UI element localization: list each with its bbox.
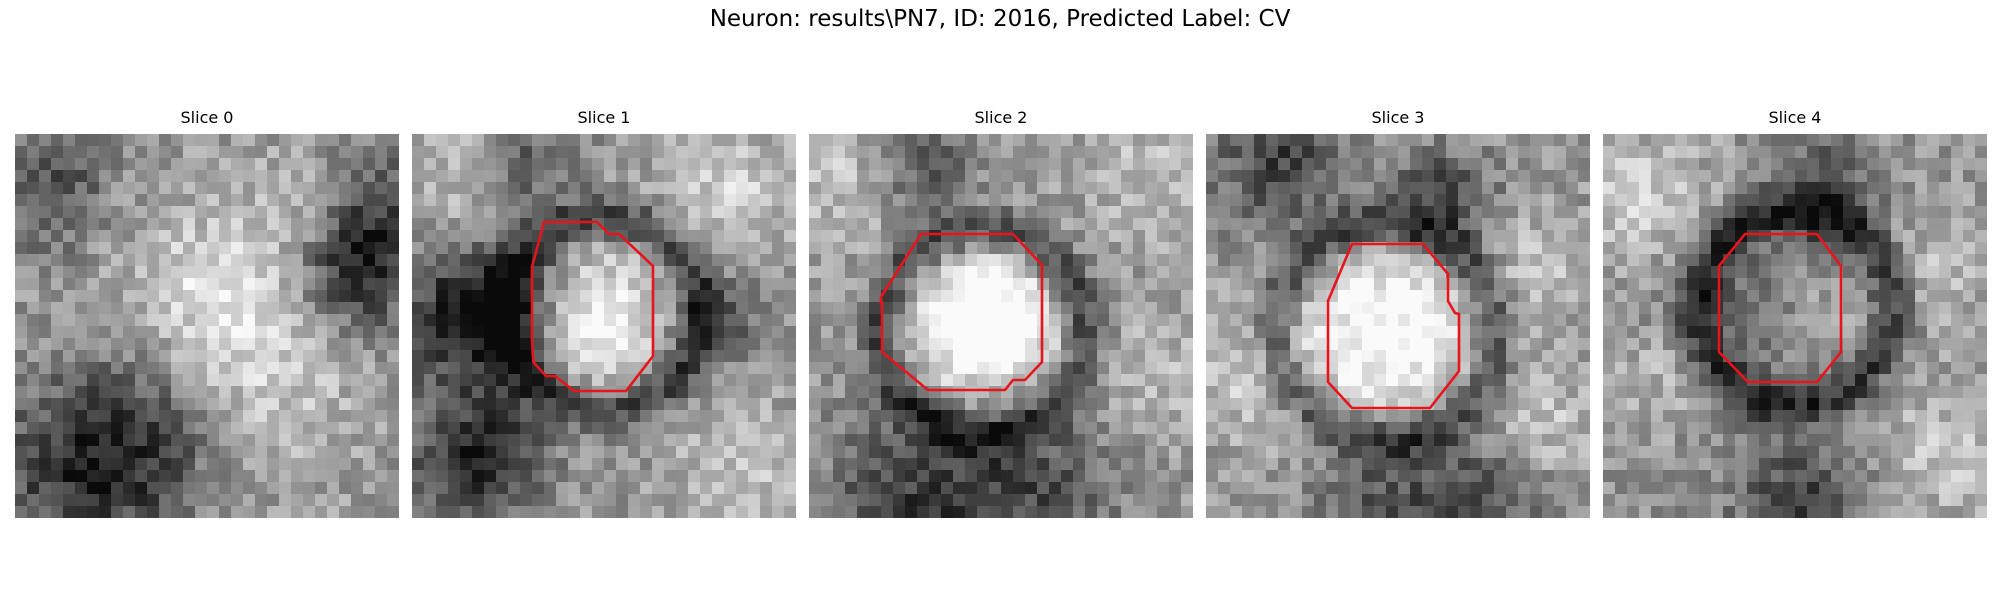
slice-title-1: Slice 1 [577,108,631,127]
slice-title-4: Slice 4 [1768,108,1822,127]
contour-4 [1717,232,1843,384]
slice-title-0: Slice 0 [180,108,234,127]
slice-panel-4: Slice 4 [1603,108,1987,528]
slice-title-2: Slice 2 [974,108,1028,127]
slice-panel-2: Slice 2 [809,108,1193,528]
slice-image-3 [1206,134,1590,518]
slice-image-0 [15,134,399,518]
slice-image-4 [1603,134,1987,518]
slice-title-3: Slice 3 [1371,108,1425,127]
slice-panel-3: Slice 3 [1206,108,1590,528]
contour-1 [530,220,655,393]
figure-title: Neuron: results\PN7, ID: 2016, Predicted… [709,6,1291,32]
contour-2 [879,232,1044,392]
slice-image-2 [809,134,1193,518]
slice-panel-1: Slice 1 [412,108,796,528]
contour-3 [1326,242,1461,410]
slice-image-1 [412,134,796,518]
slice-panel-0: Slice 0 [15,108,399,528]
